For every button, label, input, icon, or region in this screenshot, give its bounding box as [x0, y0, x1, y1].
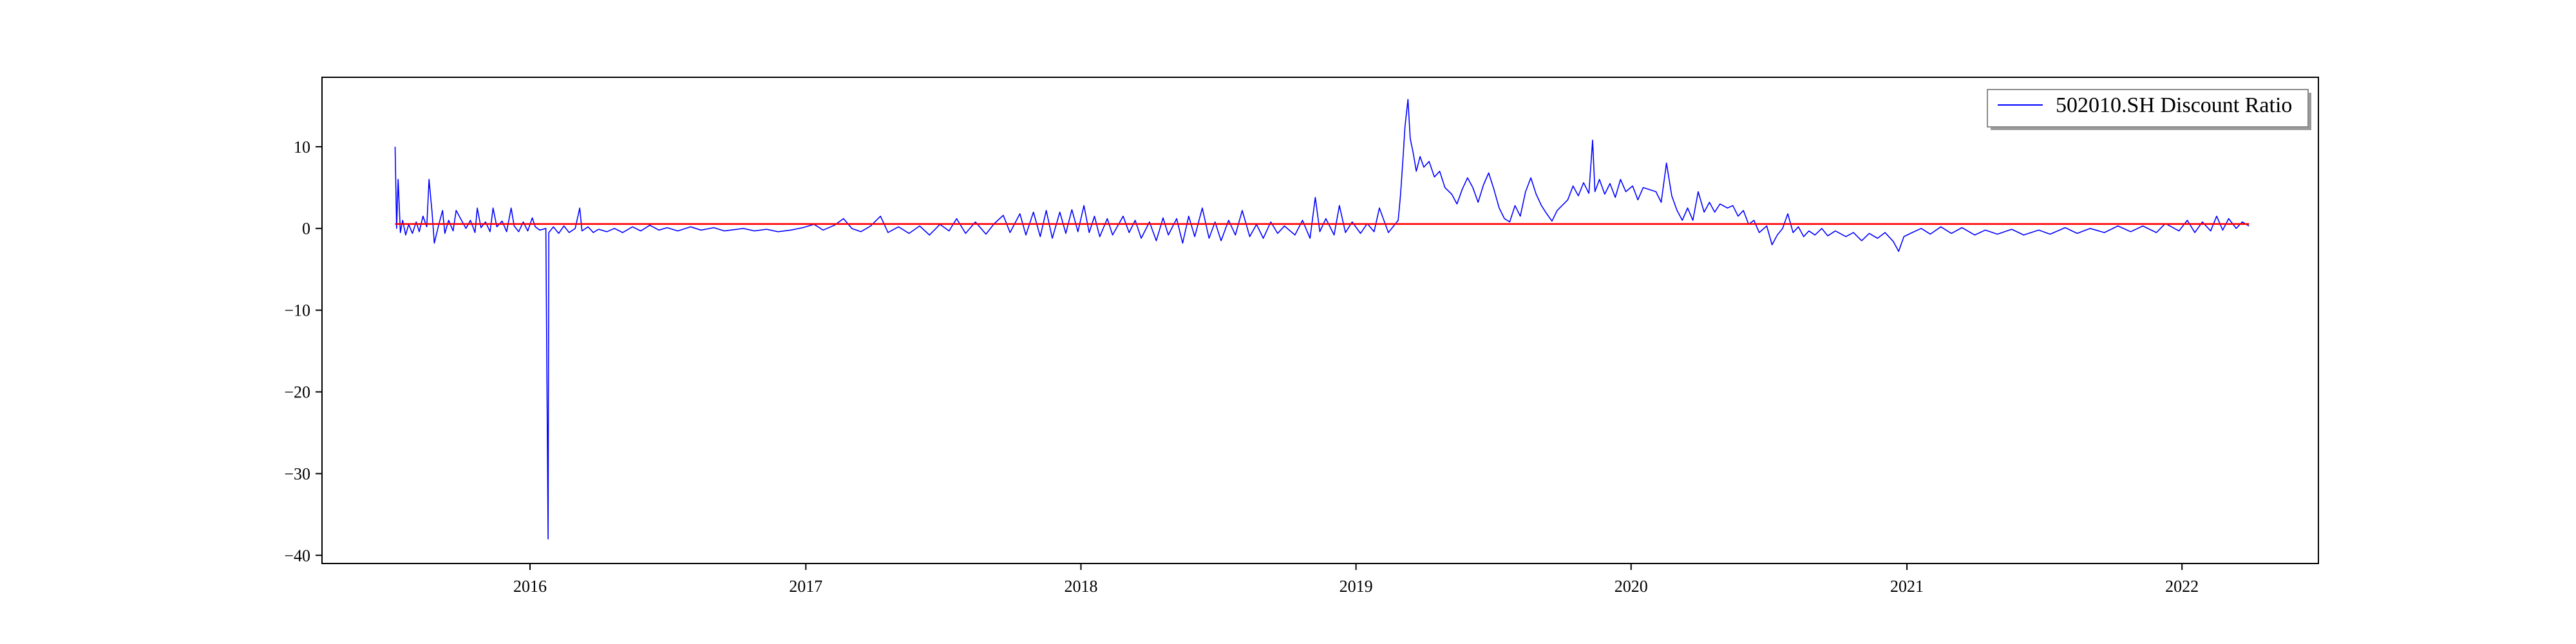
- legend: 502010.SH Discount Ratio: [1987, 89, 2311, 130]
- x-tick-label: 2019: [1340, 577, 1373, 596]
- plot-frame: [321, 77, 2319, 564]
- y-tick-label: −20: [284, 383, 310, 402]
- y-tick-label: −40: [284, 546, 310, 565]
- y-tick-label: −30: [284, 464, 310, 483]
- legend-box: [1987, 89, 2309, 128]
- y-axis: 10 0 −10 −20 −30 −40: [284, 138, 322, 565]
- y-tick-label: 0: [302, 220, 310, 238]
- legend-label: 502010.SH Discount Ratio: [2056, 93, 2292, 117]
- x-tick-label: 2022: [2165, 577, 2199, 596]
- series-line-discount-ratio: [394, 99, 2249, 540]
- x-tick-label: 2020: [1615, 577, 1648, 596]
- series-layer: [394, 99, 2249, 540]
- x-tick-label: 2018: [1064, 577, 1097, 596]
- x-tick-label: 2017: [789, 577, 822, 596]
- x-tick-label: 2021: [1890, 577, 1924, 596]
- x-axis: 2016 2017 2018 2019 2020 2021 2022: [513, 564, 2199, 596]
- y-tick-label: 10: [294, 138, 310, 156]
- x-tick-label: 2016: [513, 577, 547, 596]
- y-tick-label: −10: [284, 301, 310, 320]
- plot-background: [322, 77, 2318, 564]
